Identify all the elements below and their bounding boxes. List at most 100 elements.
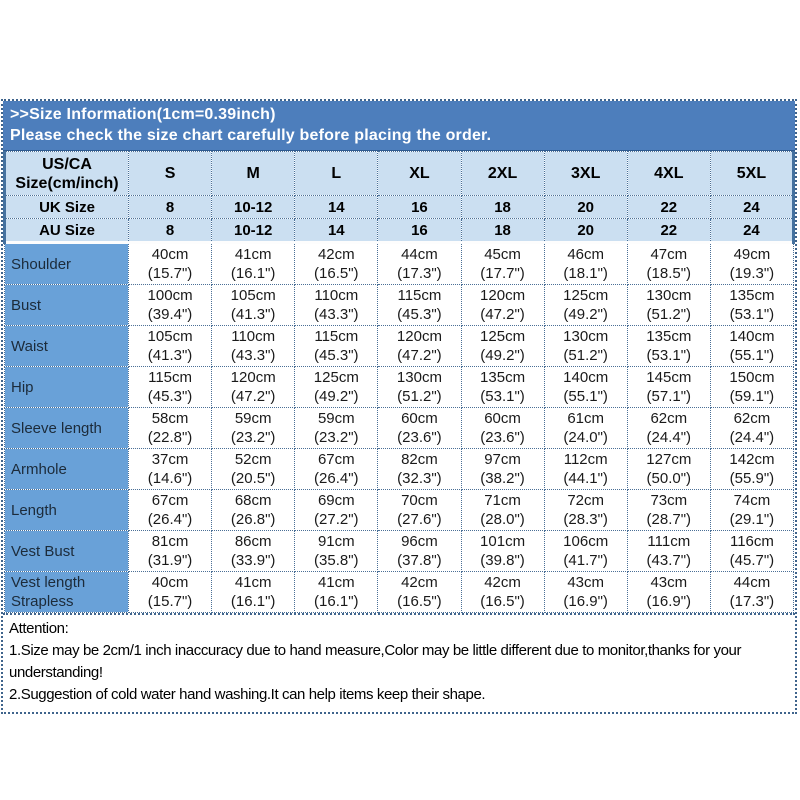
cm-value: 44cm	[733, 574, 771, 591]
cm-value: 91cm	[317, 533, 355, 550]
cm-value: 135cm	[646, 328, 692, 345]
inch-value: (53.1")	[646, 347, 692, 364]
measurement-cell: 62cm (24.4")	[709, 407, 795, 449]
au-size-value: 24	[709, 218, 796, 243]
measurement-cell: 140cm (55.1")	[709, 325, 795, 367]
measurement-cell: 46cm (18.1")	[543, 241, 628, 285]
inch-value: (37.8")	[397, 552, 442, 569]
title-line-1: >>Size Information(1cm=0.39inch)	[10, 106, 276, 123]
measurement-cell: 40cm (15.7")	[127, 241, 213, 285]
measurement-row: Armhole 37cm (14.6") 52cm (20.5") 67cm (26.4")…	[4, 448, 795, 490]
cm-value: 120cm	[230, 369, 276, 386]
inch-value: (44.1")	[563, 470, 608, 487]
measurement-cell: 71cm (28.0")	[460, 489, 545, 531]
cm-value: 62cm	[733, 410, 771, 427]
uk-size-label: UK Size	[3, 195, 129, 219]
au-size-row: AU Size 8 10-12 14 16 18 20 22 24	[3, 218, 796, 243]
inch-value: (16.1")	[230, 265, 276, 282]
measurement-cell: 45cm (17.7")	[460, 241, 545, 285]
measurement-cell: 41cm (16.1")	[211, 241, 296, 285]
uk-size-row: UK Size 8 10-12 14 16 18 20 22 24	[3, 195, 796, 219]
measurement-cell: 97cm (38.2")	[460, 448, 545, 490]
row-label: Bust	[4, 284, 129, 326]
measurement-cell: 145cm (57.1")	[626, 366, 711, 408]
attention-section: Attention: 1.Size may be 2cm/1 inch inac…	[3, 613, 795, 712]
cm-value: 37cm	[151, 451, 189, 468]
cm-value: 60cm	[484, 410, 521, 427]
inch-value: (35.8")	[314, 552, 359, 569]
measurement-cell: 60cm (23.6")	[377, 407, 462, 449]
row-label: Length	[4, 489, 129, 531]
measurement-cell: 67cm (26.4")	[294, 448, 379, 490]
measurement-cell: 115cm (45.3")	[377, 284, 462, 326]
inch-value: (28.3")	[563, 511, 608, 528]
attention-line-2: 2.Suggestion of cold water hand washing.…	[9, 686, 486, 703]
inch-value: (43.7")	[646, 552, 692, 569]
inch-value: (23.2")	[314, 429, 359, 446]
cm-value: 58cm	[151, 410, 189, 427]
measurement-row: Hip 115cm (45.3") 120cm (47.2") 125cm (49.2") 1…	[4, 366, 795, 408]
cm-value: 135cm	[729, 287, 775, 304]
size-col-m: M	[211, 151, 296, 196]
measurement-cell: 52cm (20.5")	[211, 448, 296, 490]
cm-value: 67cm	[317, 451, 355, 468]
cm-value: 130cm	[563, 328, 609, 345]
measurement-cell: 81cm (31.9")	[127, 530, 213, 572]
cm-value: 86cm	[234, 533, 272, 550]
uk-size-value: 20	[543, 195, 628, 219]
inch-value: (47.2")	[480, 306, 525, 323]
size-col-4xl: 4XL	[626, 151, 711, 196]
corner-line-2: Size(cm/inch)	[15, 174, 119, 192]
attention-heading: Attention:	[9, 620, 69, 637]
attention-line-1: 1.Size may be 2cm/1 inch inaccuracy due …	[9, 642, 742, 681]
measurement-cell: 127cm (50.0")	[626, 448, 711, 490]
measurement-cell: 86cm (33.9")	[211, 530, 296, 572]
inch-value: (28.7")	[646, 511, 692, 528]
cm-value: 112cm	[563, 451, 608, 468]
au-size-value: 10-12	[211, 218, 296, 243]
inch-value: (26.8")	[230, 511, 276, 528]
uk-size-value: 18	[460, 195, 545, 219]
uk-size-value: 10-12	[211, 195, 296, 219]
measurement-cell: 105cm (41.3")	[211, 284, 296, 326]
cm-value: 115cm	[148, 369, 193, 386]
inch-value: (23.6")	[397, 429, 442, 446]
cm-value: 43cm	[650, 574, 688, 591]
measurement-row: Vest Bust 81cm (31.9") 86cm (33.9") 91cm (35.8…	[4, 530, 795, 572]
cm-value: 61cm	[567, 410, 605, 427]
inch-value: (22.8")	[147, 429, 193, 446]
cm-value: 100cm	[147, 287, 193, 304]
measurement-cell: 105cm (41.3")	[127, 325, 213, 367]
measurement-cell: 101cm (39.8")	[460, 530, 545, 572]
cm-value: 69cm	[317, 492, 355, 509]
measurement-cell: 106cm (41.7")	[543, 530, 628, 572]
measurement-cell: 44cm (17.3")	[377, 241, 462, 285]
cm-value: 135cm	[480, 369, 526, 386]
inch-value: (41.3")	[230, 306, 276, 323]
inch-value: (24.0")	[563, 429, 608, 446]
row-label: Hip	[4, 366, 129, 408]
size-col-3xl: 3XL	[543, 151, 628, 196]
measurement-cell: 37cm (14.6")	[127, 448, 213, 490]
cm-value: 110cm	[231, 328, 276, 345]
cm-value: 106cm	[563, 533, 609, 550]
cm-value: 60cm	[401, 410, 438, 427]
measurement-cell: 115cm (45.3")	[127, 366, 213, 408]
measurement-cell: 47cm (18.5")	[626, 241, 711, 285]
size-col-l: L	[294, 151, 379, 196]
measurement-body: Shoulder 40cm (15.7") 41cm (16.1") 42cm (16.5"…	[4, 241, 795, 613]
inch-value: (20.5")	[230, 470, 276, 487]
cm-value: 47cm	[650, 246, 688, 263]
measurement-cell: 96cm (37.8")	[377, 530, 462, 572]
cm-value: 40cm	[151, 246, 189, 263]
inch-value: (51.2")	[646, 306, 692, 323]
cm-value: 97cm	[484, 451, 521, 468]
cm-value: 120cm	[480, 287, 526, 304]
measurement-cell: 70cm (27.6")	[377, 489, 462, 531]
cm-value: 71cm	[484, 492, 521, 509]
inch-value: (41.3")	[147, 347, 193, 364]
inch-value: (45.7")	[729, 552, 775, 569]
au-size-value: 16	[377, 218, 462, 243]
inch-value: (23.2")	[230, 429, 276, 446]
